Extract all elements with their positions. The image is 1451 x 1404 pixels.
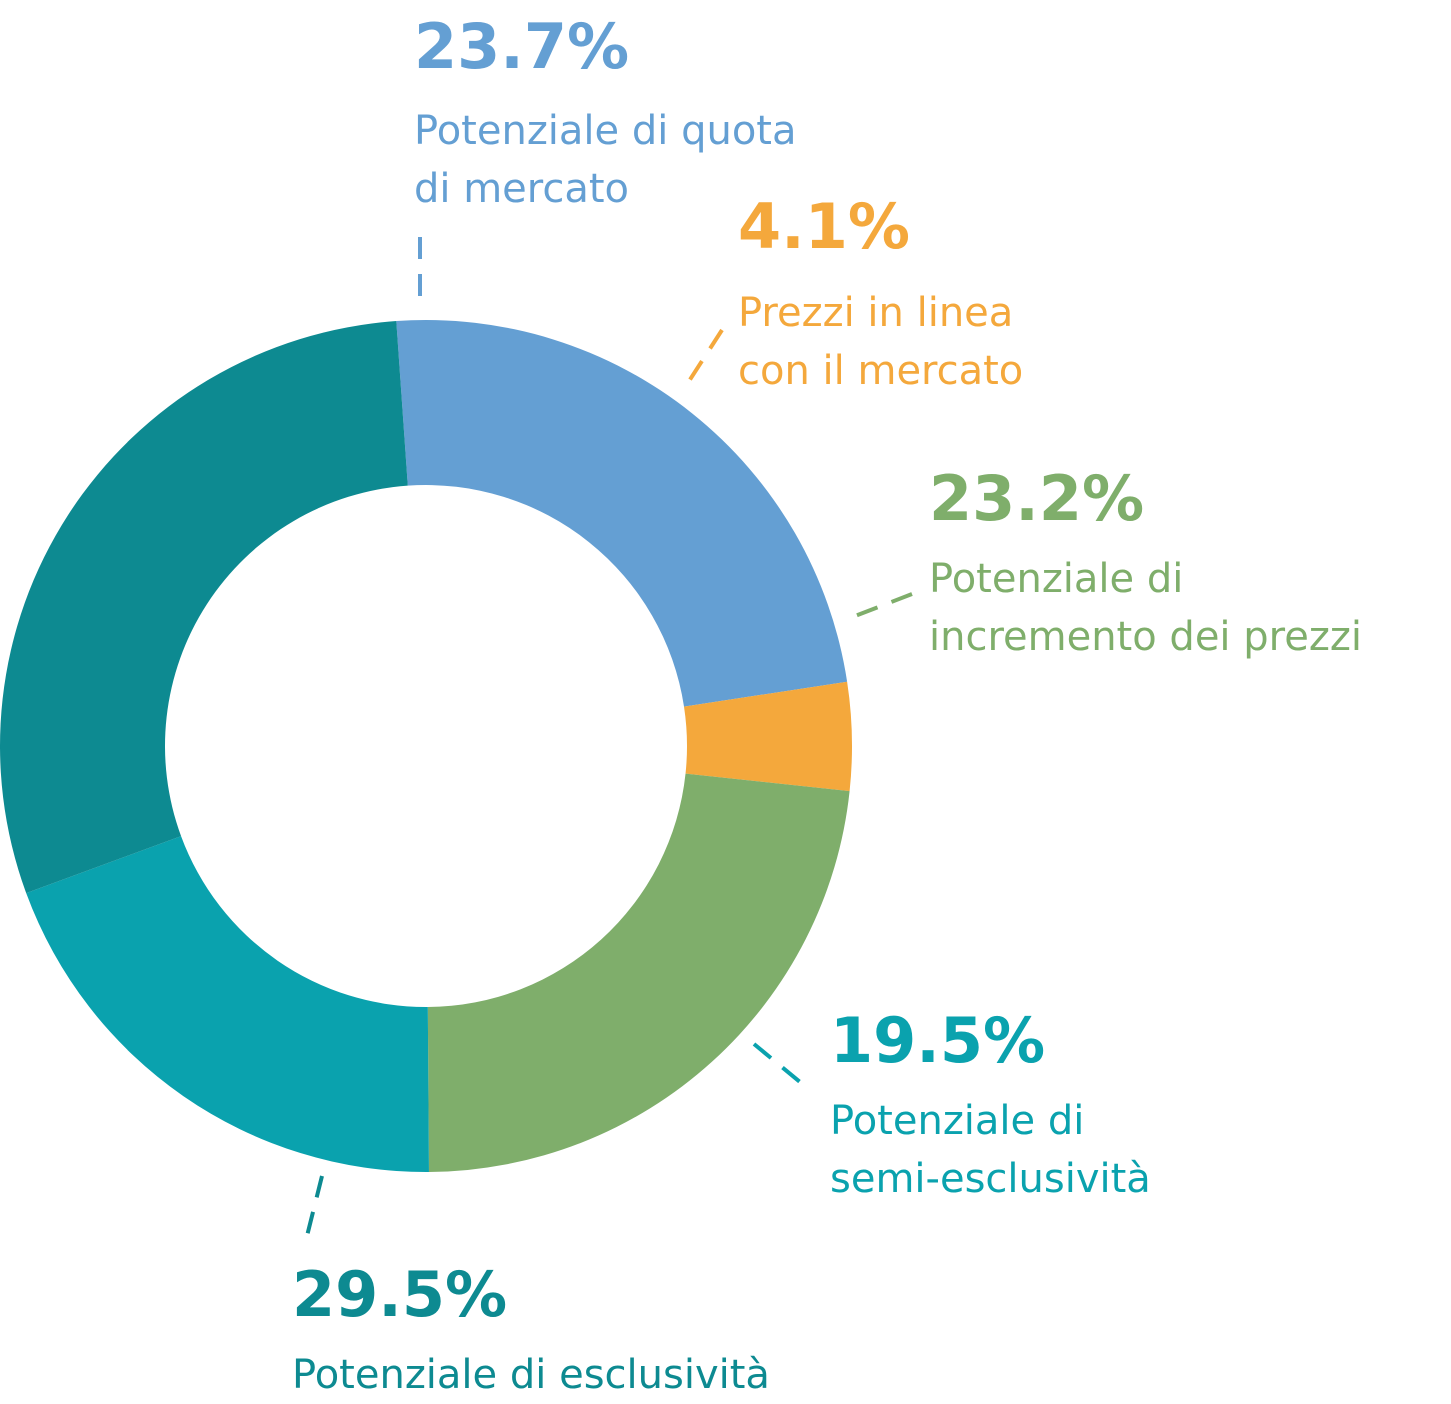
donut-slice-1 — [684, 681, 852, 792]
slice-value-label: 29.5% — [292, 1258, 507, 1331]
slice-label-group: 23.7% Potenziale di quota di mercato — [414, 10, 797, 308]
slice-category-label: Potenziale di quota — [414, 108, 797, 154]
leader-line — [680, 328, 724, 394]
slice-value-label: 23.7% — [414, 10, 629, 83]
slice-category-label: Prezzi in linea — [738, 290, 1013, 336]
slice-value-label: 23.2% — [929, 462, 1144, 535]
donut-slice-2 — [427, 773, 850, 1172]
slice-label-group: 4.1% Prezzi in linea con il mercato — [680, 190, 1023, 394]
donut-slices — [0, 320, 852, 1172]
leader-line — [752, 1042, 808, 1089]
slice-category-label: incremento dei prezzi — [929, 614, 1362, 660]
slice-category-label: Potenziale di — [830, 1098, 1084, 1144]
slice-value-label: 4.1% — [738, 190, 910, 263]
slice-category-label: Potenziale di — [929, 556, 1183, 602]
slice-category-label: di mercato — [414, 166, 629, 212]
slice-label-group: 23.2% Potenziale di incremento dei prezz… — [849, 462, 1362, 660]
slice-label-group: 29.5% Potenziale di esclusività — [292, 1175, 770, 1398]
donut-slice-0 — [396, 320, 848, 707]
slice-category-label: semi-esclusività — [830, 1156, 1151, 1202]
slice-category-label: Potenziale di esclusività — [292, 1352, 770, 1398]
donut-slice-3 — [26, 836, 429, 1172]
slice-category-label: con il mercato — [738, 348, 1023, 394]
slice-value-label: 19.5% — [830, 1004, 1045, 1077]
leader-line — [303, 1175, 324, 1245]
donut-slice-4 — [0, 321, 408, 894]
leader-line — [849, 592, 913, 620]
slice-label-group: 19.5% Potenziale di semi-esclusività — [752, 1004, 1151, 1202]
